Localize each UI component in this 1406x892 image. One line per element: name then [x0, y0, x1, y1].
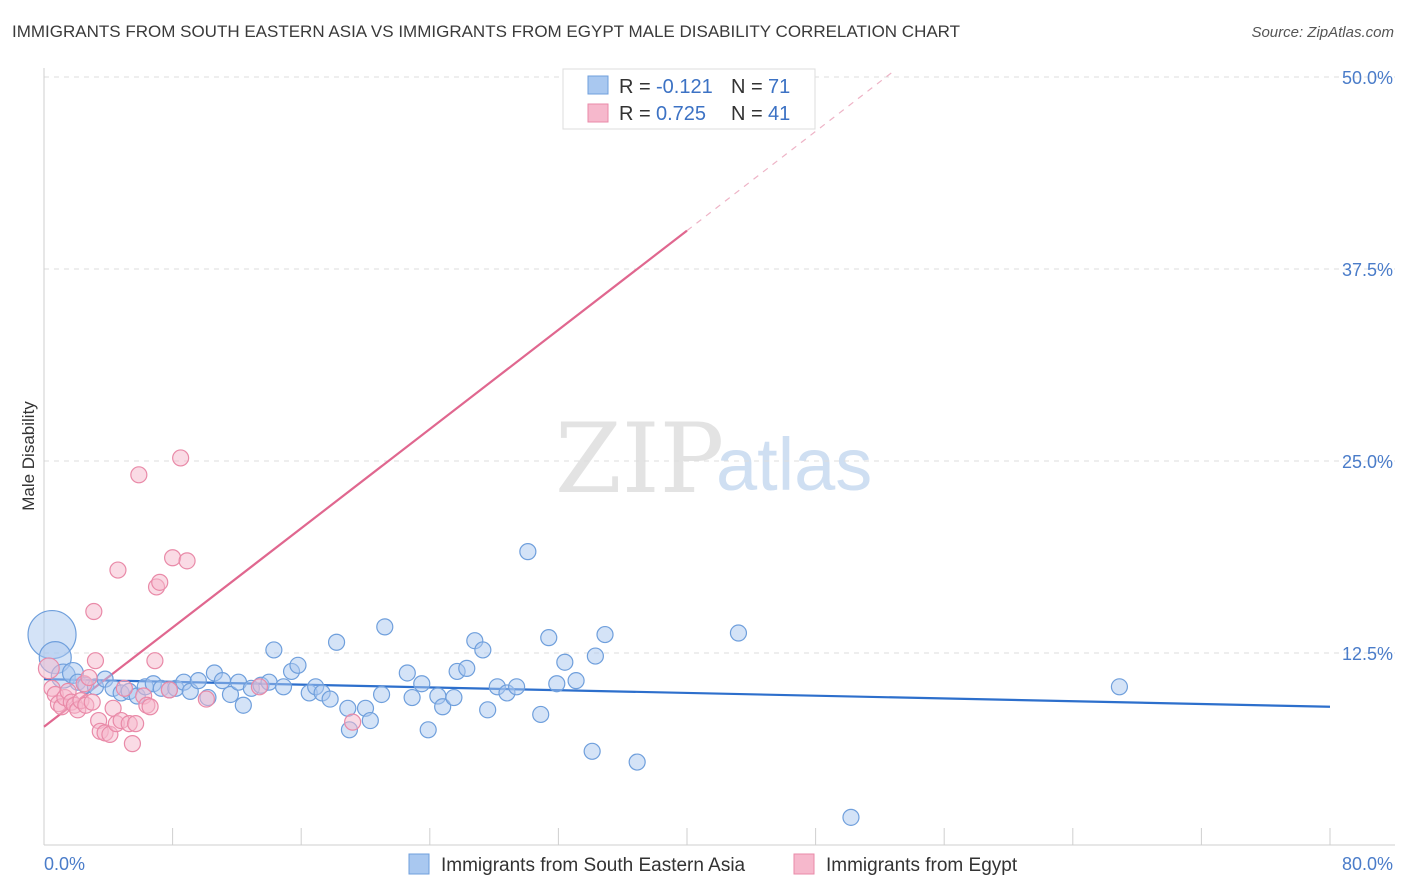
- point-s0-55: [479, 701, 497, 719]
- point-s1-0: [37, 657, 60, 680]
- point-s0-36: [321, 690, 339, 708]
- legend-n-label-2: N =: [731, 103, 763, 125]
- point-s0-58: [508, 678, 526, 696]
- point-s0-49: [434, 698, 452, 716]
- point-s0-69: [729, 624, 748, 642]
- y-tick-label-3: 50.0%: [1342, 68, 1393, 88]
- point-s0-61: [540, 629, 558, 647]
- point-s0-50: [445, 688, 463, 707]
- point-s0-23: [221, 685, 240, 704]
- watermark-zip: ZIP: [555, 403, 724, 515]
- x-tick-marks: [43, 828, 1331, 845]
- legend-n-value-2: 41: [768, 103, 790, 125]
- point-s0-66: [596, 625, 614, 644]
- point-s0-30: [274, 678, 293, 696]
- point-s1-28: [127, 715, 145, 733]
- legend-n-value-1: 71: [768, 76, 790, 98]
- point-s0-46: [413, 675, 431, 693]
- point-s0-43: [376, 618, 394, 636]
- point-s0-32: [289, 656, 307, 674]
- legend-swatch-pink: [587, 103, 609, 123]
- legend-n-label-1: N =: [731, 76, 763, 98]
- y-tick-labels: 12.5% 25.0% 37.5% 50.0%: [1342, 68, 1393, 664]
- point-s0-47: [419, 721, 437, 739]
- point-s1-35: [151, 573, 169, 591]
- point-s0-42: [372, 685, 391, 704]
- point-s0-37: [327, 633, 346, 651]
- point-s1-15: [85, 602, 103, 621]
- point-s0-52: [458, 659, 476, 677]
- trend-lines: [43, 68, 1331, 728]
- trend-line-1: [43, 229, 688, 728]
- legend-r-value-2: 0.725: [656, 103, 706, 125]
- point-s1-29: [130, 466, 148, 484]
- watermark-atlas: atlas: [716, 423, 872, 506]
- point-s1-25: [115, 679, 133, 697]
- point-s1-41: [250, 678, 269, 696]
- point-s0-63: [556, 653, 574, 671]
- point-s1-16: [86, 652, 105, 670]
- y-tick-label-1: 25.0%: [1342, 452, 1393, 472]
- point-s1-14: [83, 693, 101, 711]
- point-s1-33: [146, 652, 164, 670]
- data-points: [27, 449, 1129, 826]
- point-s0-45: [403, 688, 421, 707]
- point-s0-64: [567, 672, 585, 690]
- legend-r-value-1: -0.121: [656, 76, 713, 98]
- y-tick-label-2: 37.5%: [1342, 260, 1393, 280]
- series-legend-label-blue: Immigrants from South Eastern Asia: [441, 855, 746, 876]
- point-s1-39: [178, 552, 196, 570]
- point-s0-25: [234, 696, 252, 714]
- x-tick-label-0: 0.0%: [44, 854, 85, 874]
- point-s1-42: [344, 713, 362, 731]
- point-s1-37: [164, 549, 182, 567]
- y-tick-label-0: 12.5%: [1342, 644, 1393, 664]
- chart-source: Source: ZipAtlas.com: [1251, 24, 1394, 41]
- legend-r-label-2: R =: [619, 103, 651, 125]
- chart-title: IMMIGRANTS FROM SOUTH EASTERN ASIA VS IM…: [12, 22, 961, 41]
- point-s0-68: [628, 753, 646, 771]
- point-s0-65: [586, 647, 604, 665]
- legend-swatch-blue: [587, 75, 609, 95]
- x-tick-label-80: 80.0%: [1342, 854, 1393, 874]
- point-s0-54: [474, 641, 492, 659]
- point-s0-62: [548, 675, 566, 693]
- y-axis-label: Male Disability: [19, 401, 38, 511]
- point-s1-38: [172, 449, 190, 467]
- point-s1-40: [197, 690, 215, 708]
- series-legend-swatch-blue: [408, 853, 430, 875]
- gridlines: [44, 76, 1395, 654]
- series-legend-label-pink: Immigrants from Egypt: [826, 855, 1018, 876]
- point-s1-23: [109, 561, 127, 579]
- series-legend: Immigrants from South Eastern Asia Immig…: [408, 853, 1018, 876]
- legend: R = -0.121 N = 71 R = 0.725 N = 41: [562, 68, 816, 130]
- point-s1-13: [80, 668, 98, 687]
- point-s0-19: [189, 672, 207, 690]
- trend-line-extension-1: [686, 68, 897, 232]
- point-s0-41: [361, 711, 379, 730]
- point-s0-59: [519, 543, 537, 561]
- point-s1-32: [141, 698, 159, 716]
- watermark: ZIP atlas: [555, 403, 872, 515]
- axes: [43, 68, 1395, 846]
- point-s0-71: [1110, 678, 1129, 696]
- point-s0-44: [398, 664, 416, 682]
- point-s1-36: [160, 681, 178, 699]
- point-s0-29: [265, 641, 283, 659]
- point-s0-70: [842, 808, 860, 826]
- point-s1-27: [123, 735, 142, 753]
- series-legend-swatch-pink: [793, 853, 815, 875]
- legend-r-label-1: R =: [619, 76, 651, 98]
- point-s0-67: [583, 742, 601, 760]
- point-s0-60: [532, 705, 550, 724]
